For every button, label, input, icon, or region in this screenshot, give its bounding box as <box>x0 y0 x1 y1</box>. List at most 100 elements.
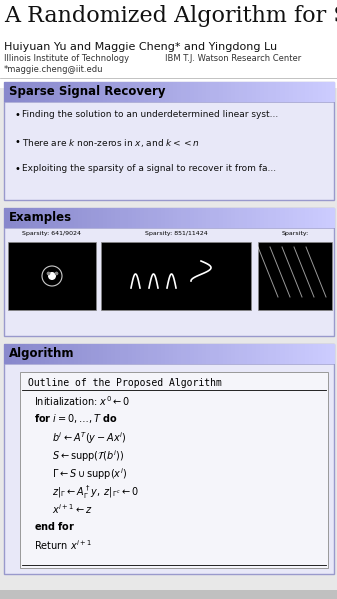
Bar <box>321 344 326 364</box>
Bar <box>313 208 318 228</box>
Bar <box>66 344 70 364</box>
Bar <box>206 344 211 364</box>
Text: $S \leftarrow \mathrm{supp}(\mathcal{T}(b^i))$: $S \leftarrow \mathrm{supp}(\mathcal{T}(… <box>52 448 124 464</box>
Bar <box>29 344 33 364</box>
Bar <box>280 344 285 364</box>
Bar <box>280 208 285 228</box>
Bar <box>301 82 306 102</box>
Text: Return $x^{i+1}$: Return $x^{i+1}$ <box>34 538 92 552</box>
Bar <box>4 344 9 364</box>
Bar <box>301 208 306 228</box>
Bar <box>8 344 13 364</box>
Bar <box>330 208 335 228</box>
Bar <box>87 82 91 102</box>
Bar <box>181 82 186 102</box>
Bar <box>50 82 54 102</box>
Bar <box>210 82 215 102</box>
Text: Examples: Examples <box>9 211 72 225</box>
Bar <box>313 344 318 364</box>
Bar <box>173 82 178 102</box>
Bar <box>99 208 103 228</box>
Text: Huiyuan Yu and Maggie Cheng* and Yingdong Lu: Huiyuan Yu and Maggie Cheng* and Yingdon… <box>4 42 277 52</box>
Bar <box>239 208 244 228</box>
Bar <box>235 82 240 102</box>
Bar <box>268 82 273 102</box>
Bar <box>321 208 326 228</box>
Bar <box>272 82 277 102</box>
Bar <box>227 344 232 364</box>
Bar <box>103 208 108 228</box>
Bar <box>4 82 9 102</box>
Bar <box>74 344 79 364</box>
Bar <box>140 344 145 364</box>
Bar <box>177 344 182 364</box>
Bar <box>62 344 66 364</box>
Bar <box>235 344 240 364</box>
Bar <box>33 344 37 364</box>
Bar <box>169 82 174 102</box>
Bar <box>124 208 128 228</box>
Bar <box>17 82 21 102</box>
Text: Initialization: $x^0 \leftarrow 0$: Initialization: $x^0 \leftarrow 0$ <box>34 394 130 408</box>
Bar <box>293 344 297 364</box>
Bar <box>153 208 157 228</box>
Bar <box>95 82 99 102</box>
Bar <box>157 208 161 228</box>
Bar <box>107 344 112 364</box>
Bar <box>124 344 128 364</box>
Bar <box>161 82 165 102</box>
Bar <box>260 344 264 364</box>
Bar <box>91 208 95 228</box>
Bar <box>223 82 227 102</box>
Bar <box>214 344 219 364</box>
Bar <box>17 344 21 364</box>
Bar <box>8 242 96 310</box>
Bar <box>136 82 141 102</box>
Bar <box>194 344 198 364</box>
Bar <box>190 344 194 364</box>
Text: $z|_{\Gamma} \leftarrow A^\dagger_{\Gamma}y,\; z|_{\Gamma^c} \leftarrow 0$: $z|_{\Gamma} \leftarrow A^\dagger_{\Gamm… <box>52 484 139 501</box>
Bar <box>218 208 223 228</box>
Bar <box>293 208 297 228</box>
Bar <box>214 82 219 102</box>
Bar <box>272 208 277 228</box>
Bar <box>317 344 322 364</box>
Bar <box>82 208 87 228</box>
Bar <box>260 82 264 102</box>
Bar <box>210 208 215 228</box>
Bar <box>101 242 251 310</box>
Bar <box>305 82 310 102</box>
Bar <box>50 344 54 364</box>
Bar <box>58 344 62 364</box>
Bar <box>58 208 62 228</box>
Text: •: • <box>14 164 20 174</box>
Bar <box>74 82 79 102</box>
Bar <box>0 0 337 88</box>
Bar <box>297 208 302 228</box>
Bar <box>148 82 153 102</box>
Text: Algorithm: Algorithm <box>9 347 74 361</box>
Bar <box>223 208 227 228</box>
Bar <box>58 82 62 102</box>
Bar <box>243 208 248 228</box>
Bar <box>70 82 74 102</box>
Bar <box>177 208 182 228</box>
Bar <box>309 344 314 364</box>
Bar <box>33 82 37 102</box>
Bar <box>272 344 277 364</box>
Bar <box>173 208 178 228</box>
Bar <box>239 344 244 364</box>
Bar <box>29 208 33 228</box>
Bar <box>45 82 50 102</box>
Bar <box>206 208 211 228</box>
Bar <box>313 82 318 102</box>
Bar <box>264 344 269 364</box>
Bar <box>4 82 334 200</box>
Bar <box>231 344 236 364</box>
Bar <box>148 208 153 228</box>
Bar <box>12 344 17 364</box>
Bar <box>66 208 70 228</box>
Text: Illinois Institute of Technology: Illinois Institute of Technology <box>4 54 129 63</box>
Bar <box>305 344 310 364</box>
Bar <box>194 82 198 102</box>
